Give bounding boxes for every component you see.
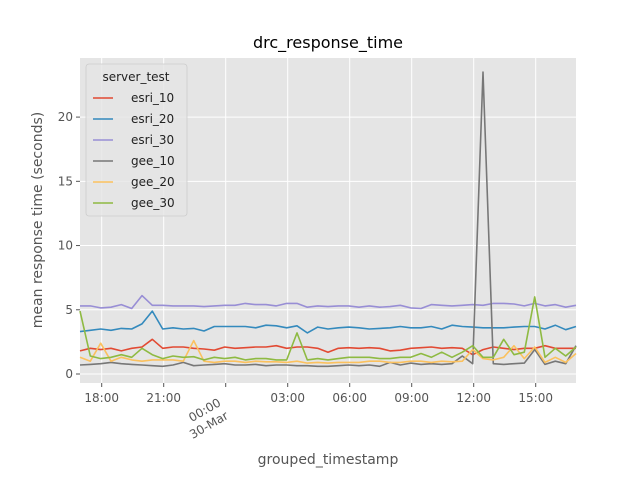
chart-title: drc_response_time xyxy=(253,33,403,53)
x-tick-label: 03:00 xyxy=(270,391,305,405)
y-tick-label: 15 xyxy=(58,174,73,188)
series-line-esri-20 xyxy=(79,310,577,334)
x-axis-label: grouped_timestamp xyxy=(258,452,399,468)
y-tick-label: 5 xyxy=(65,303,73,317)
x-tick-label: 06:00 xyxy=(332,391,367,405)
legend-box xyxy=(85,63,188,217)
legend-entry: esri_20 xyxy=(131,112,174,126)
x-tick-label: 18:00 xyxy=(84,391,119,405)
y-axis-label: mean response time (seconds) xyxy=(30,112,46,328)
x-tick-label: 12:00 xyxy=(456,391,491,405)
y-tick-label: 20 xyxy=(58,110,73,124)
x-tick-label: 09:00 xyxy=(394,391,429,405)
legend-entry: esri_30 xyxy=(131,133,174,147)
x-tick-label: 15:00 xyxy=(518,391,553,405)
legend-title: server_test xyxy=(102,70,169,84)
series-line-esri-30 xyxy=(80,294,577,310)
grid xyxy=(80,58,576,383)
series-line-gee-10 xyxy=(79,71,577,368)
legend-entry: esri_10 xyxy=(131,91,174,105)
y-axis: 0 5 10 15 20 xyxy=(58,110,80,381)
x-tick-label: 21:00 xyxy=(146,391,181,405)
series-layer xyxy=(79,71,577,368)
series-line-gee-20 xyxy=(79,339,577,364)
series-line-gee-30 xyxy=(79,296,577,361)
y-tick-label: 10 xyxy=(58,239,73,253)
legend-entry: gee_10 xyxy=(131,154,175,168)
legend: server_test esri_10 esri_20 esri_30 gee_10g… xyxy=(85,63,188,217)
legend-entry: gee_20 xyxy=(131,175,175,189)
legend-entry: gee_30 xyxy=(131,196,175,210)
y-tick-label: 0 xyxy=(65,367,73,381)
